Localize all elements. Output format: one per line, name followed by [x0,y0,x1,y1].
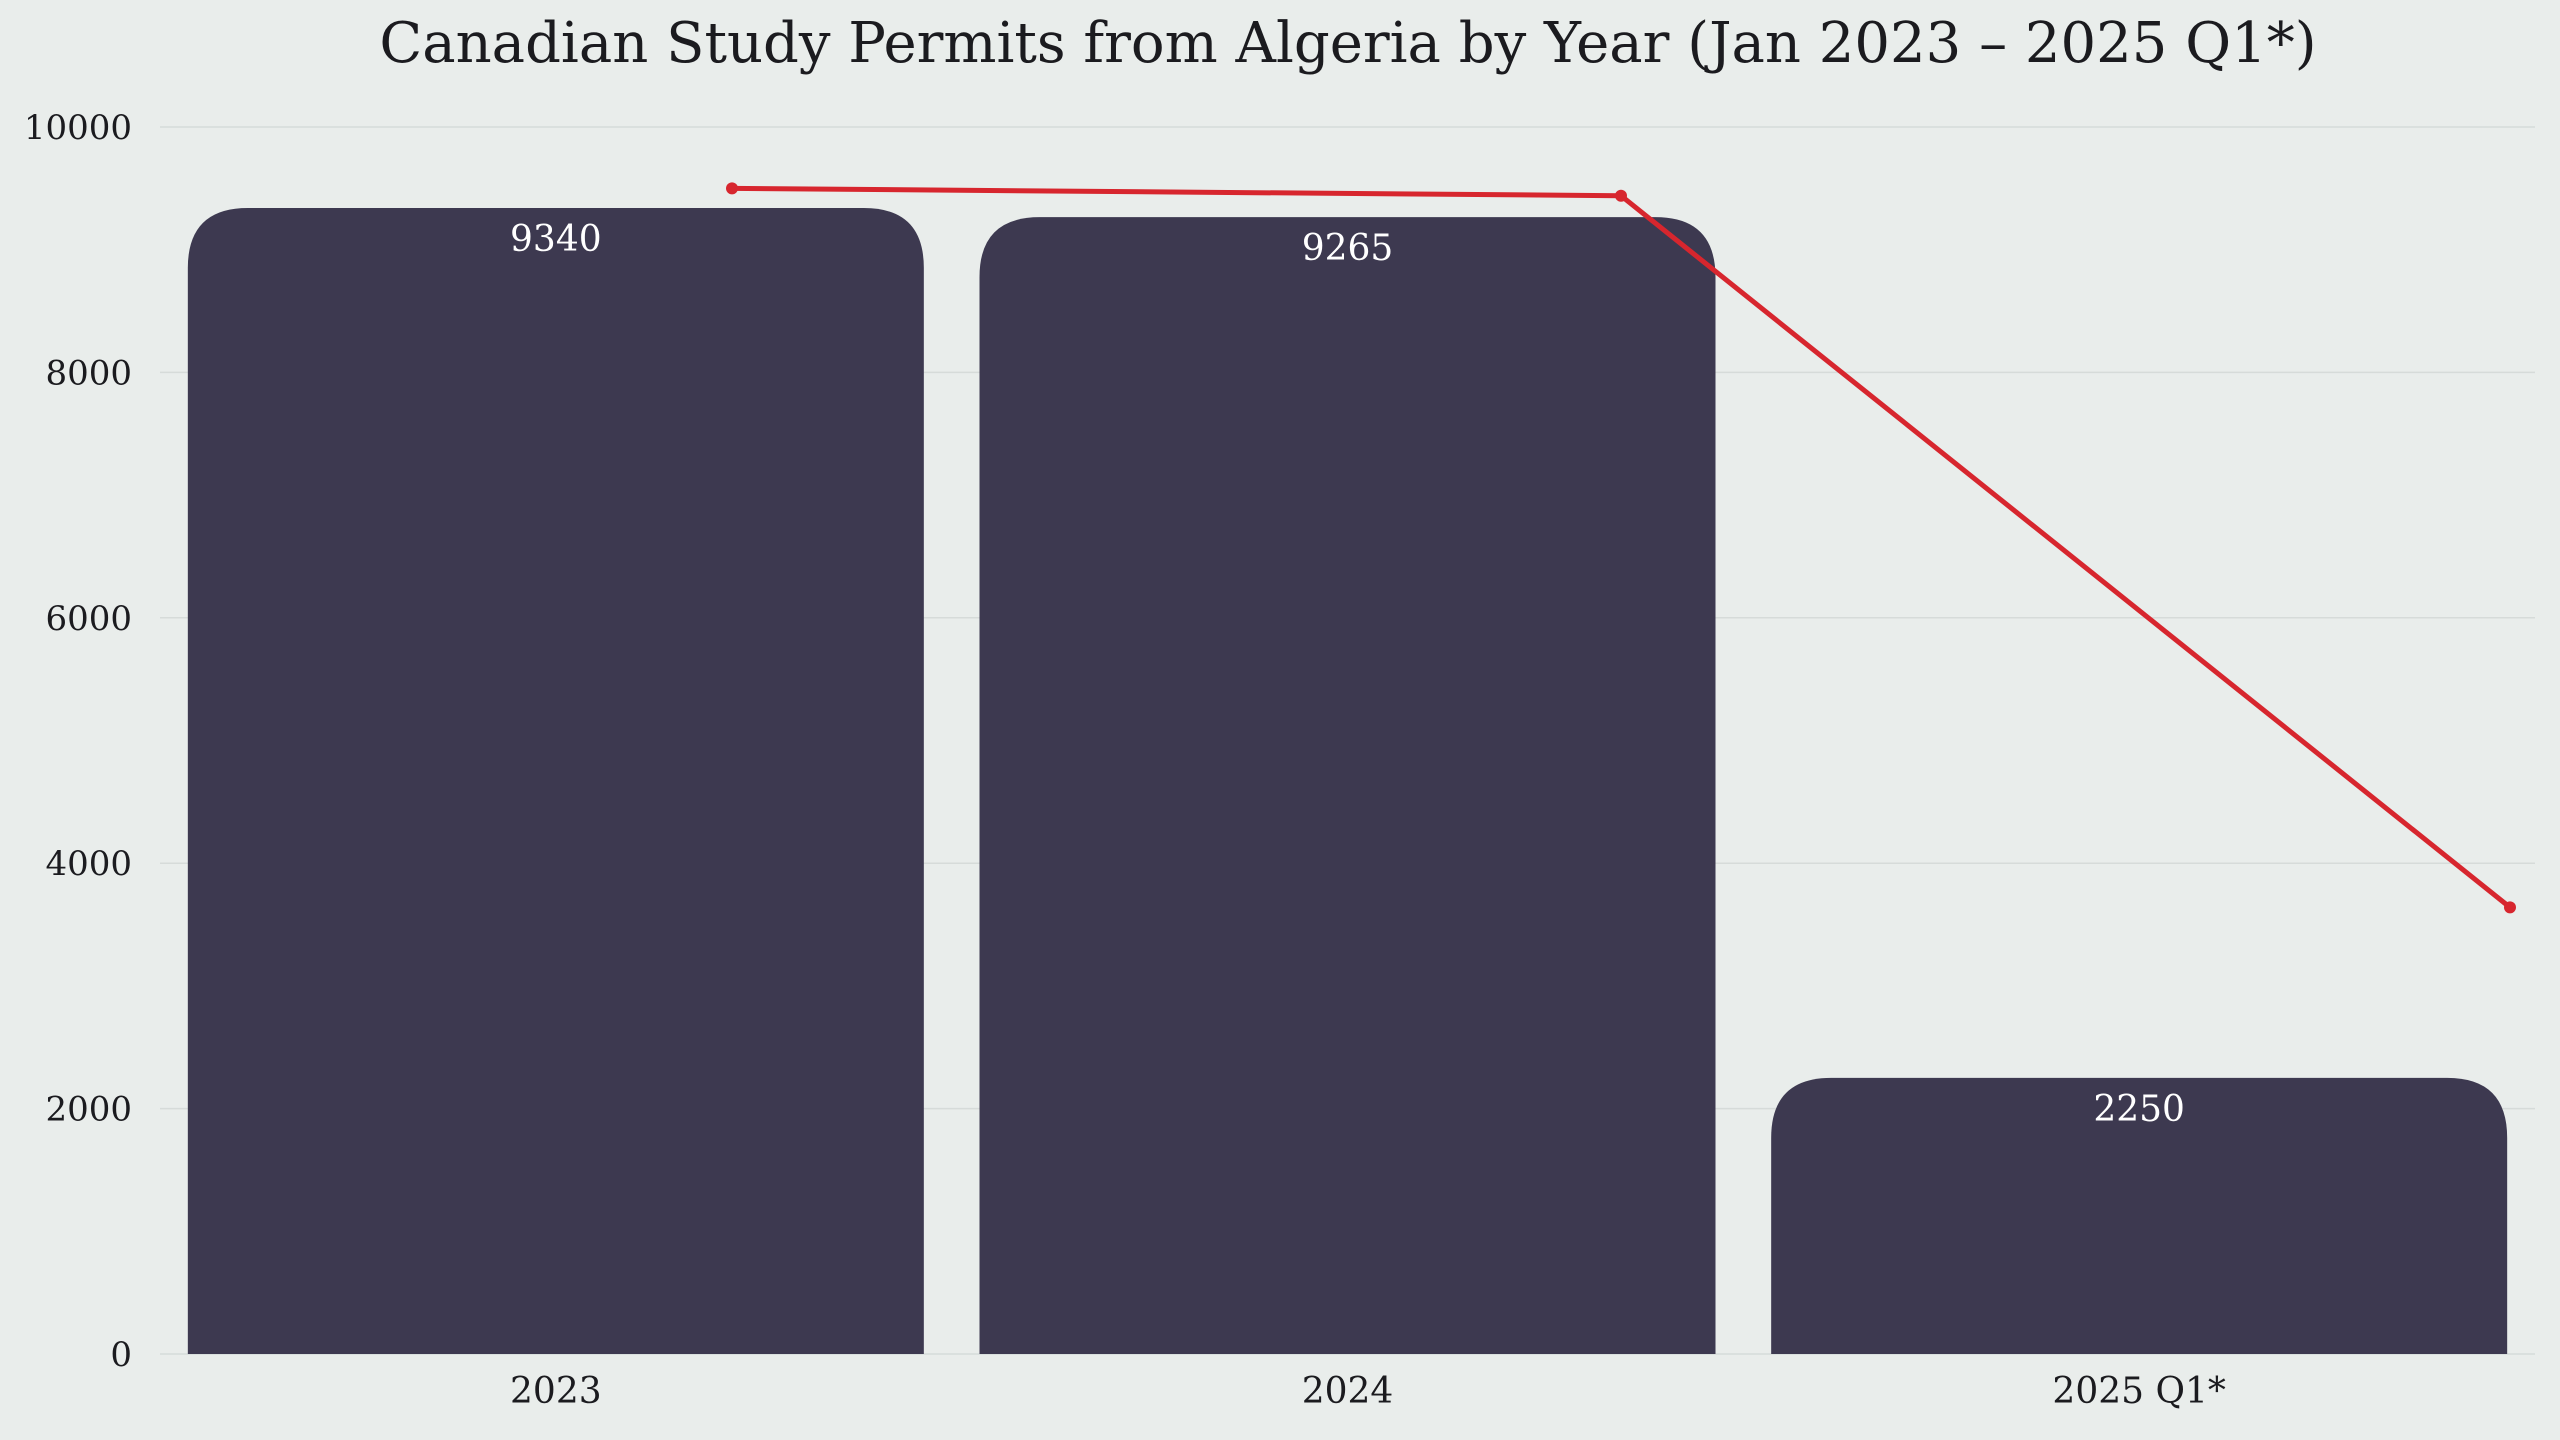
bar-value-labels: 9340 9265 2250 [510,219,2185,1130]
y-tick-label: 2000 [45,1090,132,1130]
y-tick-label: 6000 [45,599,132,639]
bar-value-label: 9340 [510,219,602,260]
bar-value-label: 9265 [1302,228,1394,269]
trend-point [2504,901,2516,914]
trend-point [726,182,738,195]
bars [187,207,2508,1355]
bar [187,207,924,1355]
y-tick-label: 4000 [45,844,132,884]
y-tick-label: 10000 [24,108,132,148]
trend-point [1615,189,1627,202]
x-tick-label: 2023 [510,1371,602,1412]
x-tick-label: 2024 [1302,1371,1394,1412]
chart-title: Canadian Study Permits from Algeria by Y… [379,11,2316,76]
x-tick-label: 2025 Q1* [2052,1371,2225,1412]
bar-value-label: 2250 [2093,1089,2185,1130]
y-tick-label: 8000 [45,353,132,393]
bar [979,217,1716,1355]
y-axis-ticks: 0 2000 4000 6000 8000 10000 [24,108,132,1375]
trend-line [726,182,2516,914]
bar [1771,1077,2508,1354]
y-tick-label: 0 [110,1335,132,1375]
x-axis-categories: 2023 2024 2025 Q1* [510,1371,2226,1412]
